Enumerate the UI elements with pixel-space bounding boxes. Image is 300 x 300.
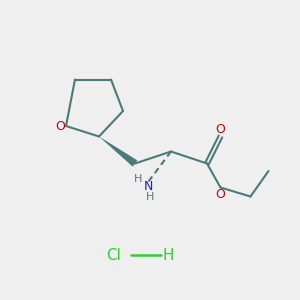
Polygon shape	[99, 136, 137, 166]
Text: H: H	[162, 248, 174, 262]
Text: O: O	[216, 188, 225, 201]
Text: N: N	[144, 179, 153, 193]
Text: O: O	[216, 123, 225, 136]
Text: H: H	[146, 191, 154, 202]
Text: Cl: Cl	[106, 248, 122, 262]
Text: O: O	[56, 119, 65, 133]
Text: H: H	[134, 173, 142, 184]
